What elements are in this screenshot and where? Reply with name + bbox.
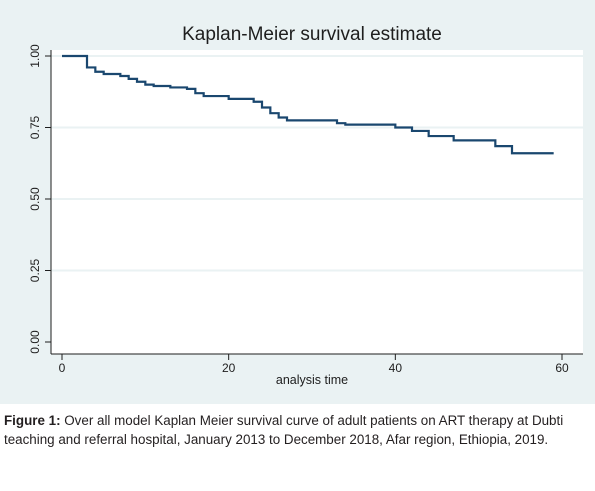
y-tick-label: 0.75 xyxy=(28,115,42,139)
series-layer xyxy=(62,54,554,155)
kaplan-meier-chart: Kaplan-Meier survival estimate 0.000.250… xyxy=(28,24,583,387)
x-tick-label: 40 xyxy=(389,361,403,375)
chart-title: Kaplan-Meier survival estimate xyxy=(182,24,442,45)
x-tick-label: 0 xyxy=(59,361,66,375)
y-tick-label: 1.00 xyxy=(28,44,42,68)
caption-text: Over all model Kaplan Meier survival cur… xyxy=(4,413,564,447)
caption-label: Figure 1: xyxy=(4,413,61,428)
axes: 0.00 0.25 0.50 0.75 1.00 0 20 40 60 xyxy=(28,44,583,375)
y-tick-label: 0.25 xyxy=(28,258,42,282)
figure-caption: Figure 1: Over all model Kaplan Meier su… xyxy=(4,412,592,449)
chart-area: Kaplan-Meier survival estimate 0.00 0.25 0… xyxy=(0,0,595,404)
gridlines xyxy=(51,55,583,272)
x-tick-label: 60 xyxy=(555,361,569,375)
x-tick-label: 20 xyxy=(222,361,236,375)
y-tick-label: 0.00 xyxy=(28,330,42,354)
plot-area xyxy=(51,50,583,354)
y-tick-label: 0.50 xyxy=(28,187,42,211)
survival-curve xyxy=(62,54,554,155)
x-axis-label: analysis time xyxy=(276,373,348,387)
